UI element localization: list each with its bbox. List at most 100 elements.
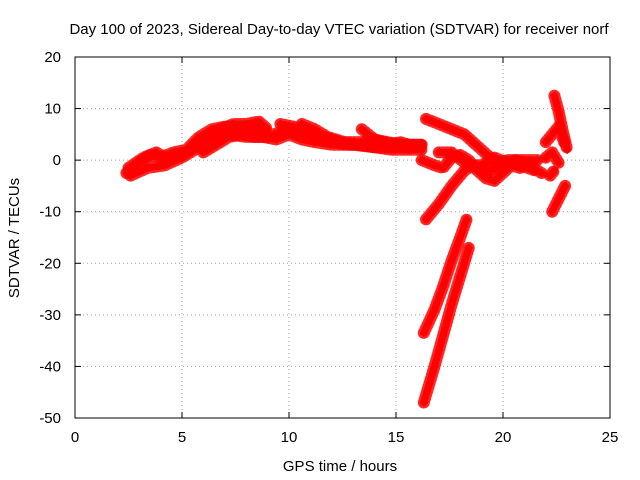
data-point [511,156,520,165]
data-point [237,130,246,139]
data-point [160,161,169,170]
y-tick-label: -20 [39,255,61,272]
data-point [460,130,469,139]
data-point [550,91,559,100]
data-point [430,305,439,314]
data-point [289,122,298,131]
data-point [190,145,199,154]
series-18 [544,164,561,182]
data-point [469,138,478,147]
axis-ticks [74,56,611,419]
y-axis-tick-labels: -50 -40 -30 -20 -10 0 10 20 [39,49,61,427]
data-point [340,138,349,147]
y-axis-label: SDTVAR / TECUs [6,178,23,298]
data-point [417,156,426,165]
data-point [554,158,563,167]
data-point [250,132,259,141]
data-point [524,161,533,170]
data-point [178,153,186,162]
data-point [229,120,238,129]
series-17 [546,179,572,218]
data-point [255,117,264,126]
data-point [456,233,465,242]
series-markers [417,241,475,409]
data-point [212,140,221,149]
data-point [541,153,550,162]
y-tick-label: -50 [39,410,61,427]
data-point [357,125,366,134]
data-point [460,158,469,167]
data-point [242,120,251,129]
data-point [357,138,366,147]
data-point [447,125,456,134]
data-point [439,163,448,172]
x-axis-label: GPS time / hours [283,458,397,475]
data-point [434,199,443,208]
data-point [370,135,379,144]
x-tick-label: 25 [602,429,619,446]
data-point [554,194,563,203]
data-point [490,176,499,185]
data-point [439,282,448,291]
data-point [383,140,392,149]
y-tick-label: -40 [39,358,61,375]
data-point [490,153,499,162]
x-tick-label: 15 [388,429,405,446]
data-point [447,300,456,309]
y-tick-label: -10 [39,204,61,221]
data-point [541,138,550,147]
data-point [430,161,439,170]
data-point [396,138,405,147]
y-tick-label: -30 [39,307,61,324]
data-point [533,156,542,165]
data-point [477,145,486,154]
series-7 [355,123,424,154]
data-point [447,148,456,157]
data-point [126,171,135,180]
data-point [548,148,557,157]
data-point [499,161,507,170]
data-point [537,169,546,178]
data-point [561,140,570,149]
x-tick-label: 5 [178,429,186,446]
data-point [199,138,208,147]
data-point [550,166,559,175]
series-11 [432,146,548,179]
plot-frame [74,56,611,419]
x-tick-label: 10 [281,429,298,446]
data-point [419,398,428,407]
data-point [143,163,152,172]
data-point [276,120,285,129]
series-12 [417,213,473,339]
data-point [263,132,272,141]
data-point [456,272,465,281]
series-markers [539,120,572,151]
data-point [434,120,443,129]
x-axis-tick-labels: 0 5 10 15 20 25 [71,429,619,446]
data-point [447,256,456,265]
data-point [297,120,306,129]
data-point [554,107,563,116]
y-tick-label: 10 [44,101,61,118]
x-tick-label: 0 [71,429,79,446]
chart-title: Day 100 of 2023, Sidereal Day-to-day VTE… [69,21,609,38]
data-point [464,243,473,252]
data-point [310,125,319,134]
data-point [486,166,495,175]
data-point [199,148,208,157]
data-point [139,153,148,162]
data-point [546,171,555,180]
data-point [225,132,234,141]
series-16 [539,146,565,169]
data-point [554,122,563,131]
data-point [447,181,456,190]
data-point [421,215,430,224]
grid-lines [75,57,610,418]
data-point [421,114,430,123]
data-point [462,215,471,224]
series-15 [539,120,572,151]
data-point [413,143,422,152]
data-point [473,163,482,172]
data-point [430,362,439,371]
